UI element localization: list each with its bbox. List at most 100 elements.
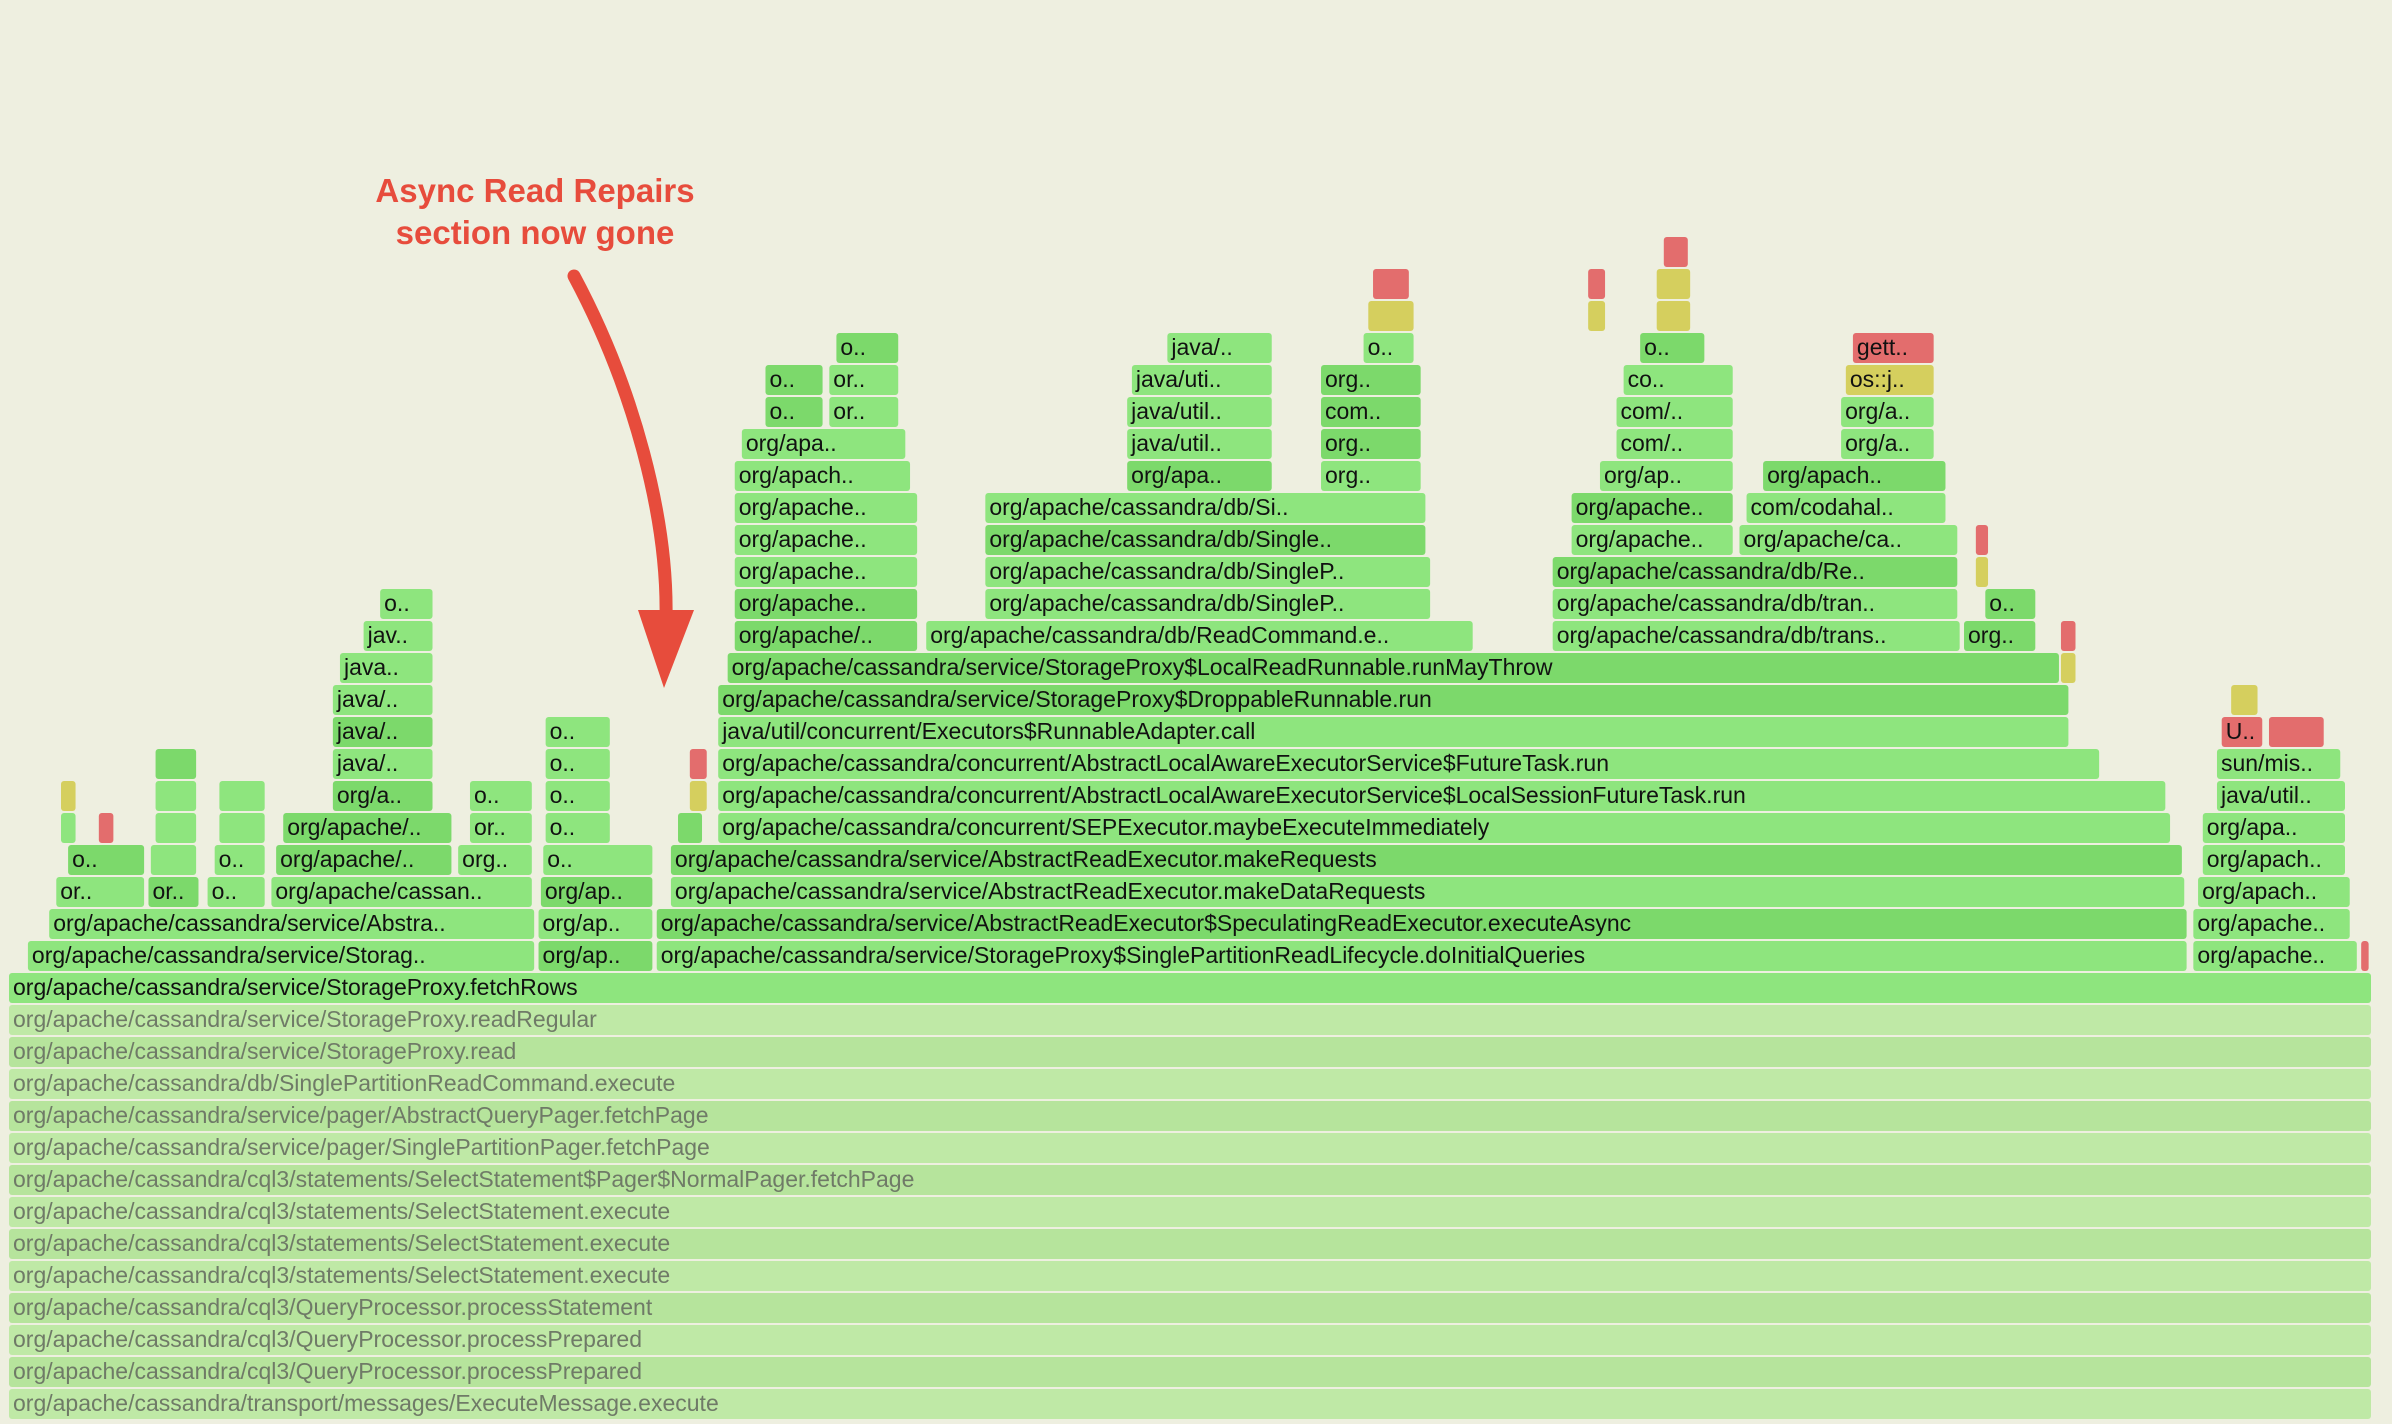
flame-frame[interactable]: o.. (545, 749, 610, 779)
flame-frame-rect[interactable] (61, 781, 76, 811)
flame-frame[interactable]: java/uti.. (1131, 365, 1272, 395)
flame-frame[interactable]: or.. (56, 877, 145, 907)
flame-frame-rect[interactable] (545, 717, 610, 747)
flame-frame[interactable]: o.. (545, 813, 610, 843)
flame-frame-rect[interactable] (656, 941, 2187, 971)
flame-frame-rect[interactable] (538, 909, 653, 939)
flame-frame[interactable]: o.. (543, 845, 653, 875)
flame-frame-rect[interactable] (734, 461, 911, 491)
flame-frame-rect[interactable] (1588, 269, 1606, 299)
flame-frame-rect[interactable] (214, 845, 265, 875)
flame-frame[interactable]: o.. (469, 781, 532, 811)
flame-frame[interactable]: org/a.. (1841, 429, 1934, 459)
flame-frame[interactable] (1368, 301, 1414, 331)
flame-frame[interactable]: org/apache/cassandra/cql3/QueryProcessor… (9, 1293, 2371, 1323)
flame-frame-rect[interactable] (155, 749, 197, 779)
flame-frame-rect[interactable] (985, 557, 1431, 587)
flame-frame[interactable]: or.. (829, 397, 899, 427)
flame-frame[interactable]: org/ap.. (540, 877, 653, 907)
flame-frame-rect[interactable] (9, 1293, 2371, 1323)
flame-frame[interactable] (1656, 269, 1691, 299)
flame-frame[interactable]: org/apache/cassandra/concurrent/Abstract… (718, 781, 2166, 811)
flame-frame[interactable]: org/apache/.. (283, 813, 452, 843)
flame-frame-rect[interactable] (458, 845, 532, 875)
flame-frame-rect[interactable] (718, 717, 2069, 747)
flame-frame[interactable]: o.. (1363, 333, 1414, 363)
flame-frame-rect[interactable] (68, 845, 145, 875)
flame-frame[interactable]: org/ap.. (538, 909, 653, 939)
flame-frame[interactable]: org/a.. (332, 781, 433, 811)
flame-frame-rect[interactable] (985, 589, 1431, 619)
flame-frame[interactable]: org/apache/cassandra/db/tran.. (1552, 589, 1958, 619)
flame-frame[interactable]: o.. (1640, 333, 1705, 363)
flame-frame[interactable] (1656, 301, 1691, 331)
flame-frame-rect[interactable] (1841, 429, 1934, 459)
flame-frame-rect[interactable] (150, 845, 197, 875)
flame-frame-rect[interactable] (1571, 493, 1733, 523)
flame-frame[interactable]: o.. (207, 877, 265, 907)
flame-frame-rect[interactable] (1985, 589, 2036, 619)
flame-frame[interactable] (678, 813, 703, 843)
flame-frame-rect[interactable] (1656, 301, 1691, 331)
flame-frame-rect[interactable] (765, 365, 823, 395)
flame-frame[interactable]: gett.. (1852, 333, 1934, 363)
flame-frame[interactable] (2231, 685, 2258, 715)
flame-frame-rect[interactable] (155, 813, 197, 843)
flame-frame-rect[interactable] (9, 1389, 2371, 1419)
flame-frame-rect[interactable] (678, 813, 703, 843)
flame-frame[interactable]: org/apache/cassandra/service/StorageProx… (9, 1005, 2371, 1035)
flame-frame-rect[interactable] (49, 909, 535, 939)
flame-frame[interactable]: o.. (68, 845, 145, 875)
flame-frame-rect[interactable] (718, 813, 2171, 843)
flame-frame[interactable]: org/apache/cassandra/db/SingleP.. (985, 557, 1431, 587)
flame-frame-rect[interactable] (1588, 301, 1606, 331)
flame-frame[interactable]: org/apache/cassandra/transport/messages/… (9, 1389, 2371, 1419)
flame-frame[interactable] (61, 781, 76, 811)
flame-frame[interactable]: org/apache/cassandra/service/StorageProx… (9, 1037, 2371, 1067)
flame-frame-rect[interactable] (148, 877, 199, 907)
flame-frame[interactable]: org/apache.. (734, 557, 918, 587)
flame-frame-rect[interactable] (56, 877, 145, 907)
flame-frame[interactable]: org/apache/.. (734, 621, 918, 651)
flame-frame-rect[interactable] (283, 813, 452, 843)
flame-frame[interactable]: org/apache/cassandra/db/SinglePartitionR… (9, 1069, 2371, 1099)
flame-frame-rect[interactable] (836, 333, 899, 363)
flame-frame-rect[interactable] (1623, 365, 1733, 395)
flame-frame[interactable] (2060, 621, 2076, 651)
flame-frame-rect[interactable] (829, 365, 899, 395)
flame-frame[interactable]: sun/mis.. (2216, 749, 2341, 779)
flame-frame-rect[interactable] (829, 397, 899, 427)
flame-frame-rect[interactable] (1127, 429, 1272, 459)
flame-frame-rect[interactable] (689, 781, 707, 811)
flame-frame[interactable] (2268, 717, 2324, 747)
flame-frame[interactable]: org/apache/cassandra/cql3/statements/Sel… (9, 1261, 2371, 1291)
flame-frame-rect[interactable] (734, 589, 918, 619)
flame-frame[interactable]: org/apach.. (2198, 877, 2350, 907)
flame-frame[interactable]: or.. (469, 813, 532, 843)
flame-frame[interactable]: org/apach.. (734, 461, 911, 491)
flame-frame-rect[interactable] (9, 1357, 2371, 1387)
flame-frame-rect[interactable] (2221, 717, 2263, 747)
flame-frame[interactable]: com/codahal.. (1746, 493, 1946, 523)
flame-frame-rect[interactable] (1321, 365, 1421, 395)
flame-frame[interactable]: org/apache.. (1571, 493, 1733, 523)
flame-frame-rect[interactable] (1975, 557, 1989, 587)
flame-frame[interactable]: java/util.. (1127, 397, 1272, 427)
flame-frame[interactable]: org/apache/cassandra/service/StorageProx… (718, 685, 2069, 715)
flame-frame[interactable]: org/apach.. (1763, 461, 1946, 491)
flame-frame-rect[interactable] (1127, 461, 1272, 491)
flame-frame-rect[interactable] (1763, 461, 1946, 491)
flame-frame-rect[interactable] (332, 717, 433, 747)
flame-frame[interactable] (150, 845, 197, 875)
flame-frame-rect[interactable] (926, 621, 1473, 651)
flame-frame-rect[interactable] (1321, 429, 1421, 459)
flame-frame[interactable]: org/apache/cassandra/cql3/statements/Sel… (9, 1197, 2371, 1227)
flame-frame-rect[interactable] (2202, 845, 2345, 875)
flame-frame-rect[interactable] (1975, 525, 1989, 555)
flame-frame[interactable] (1588, 269, 1606, 299)
flame-frame[interactable]: org/apache/cassandra/cql3/QueryProcessor… (9, 1325, 2371, 1355)
flame-frame[interactable] (155, 749, 197, 779)
flame-frame[interactable] (1663, 237, 1688, 267)
flame-frame[interactable]: org.. (1964, 621, 2036, 651)
flame-frame[interactable]: org/apa.. (2202, 813, 2345, 843)
